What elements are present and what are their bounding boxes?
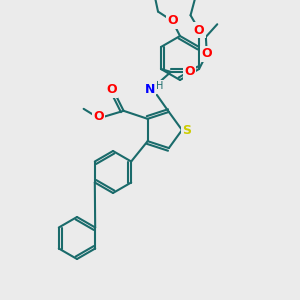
Text: O: O [106, 83, 117, 96]
Text: O: O [194, 23, 204, 37]
Text: H: H [156, 81, 164, 91]
Text: O: O [184, 65, 195, 78]
Text: O: O [167, 14, 178, 27]
Text: O: O [93, 110, 104, 123]
Text: N: N [145, 83, 155, 96]
Text: O: O [202, 47, 212, 60]
Text: S: S [182, 124, 191, 136]
